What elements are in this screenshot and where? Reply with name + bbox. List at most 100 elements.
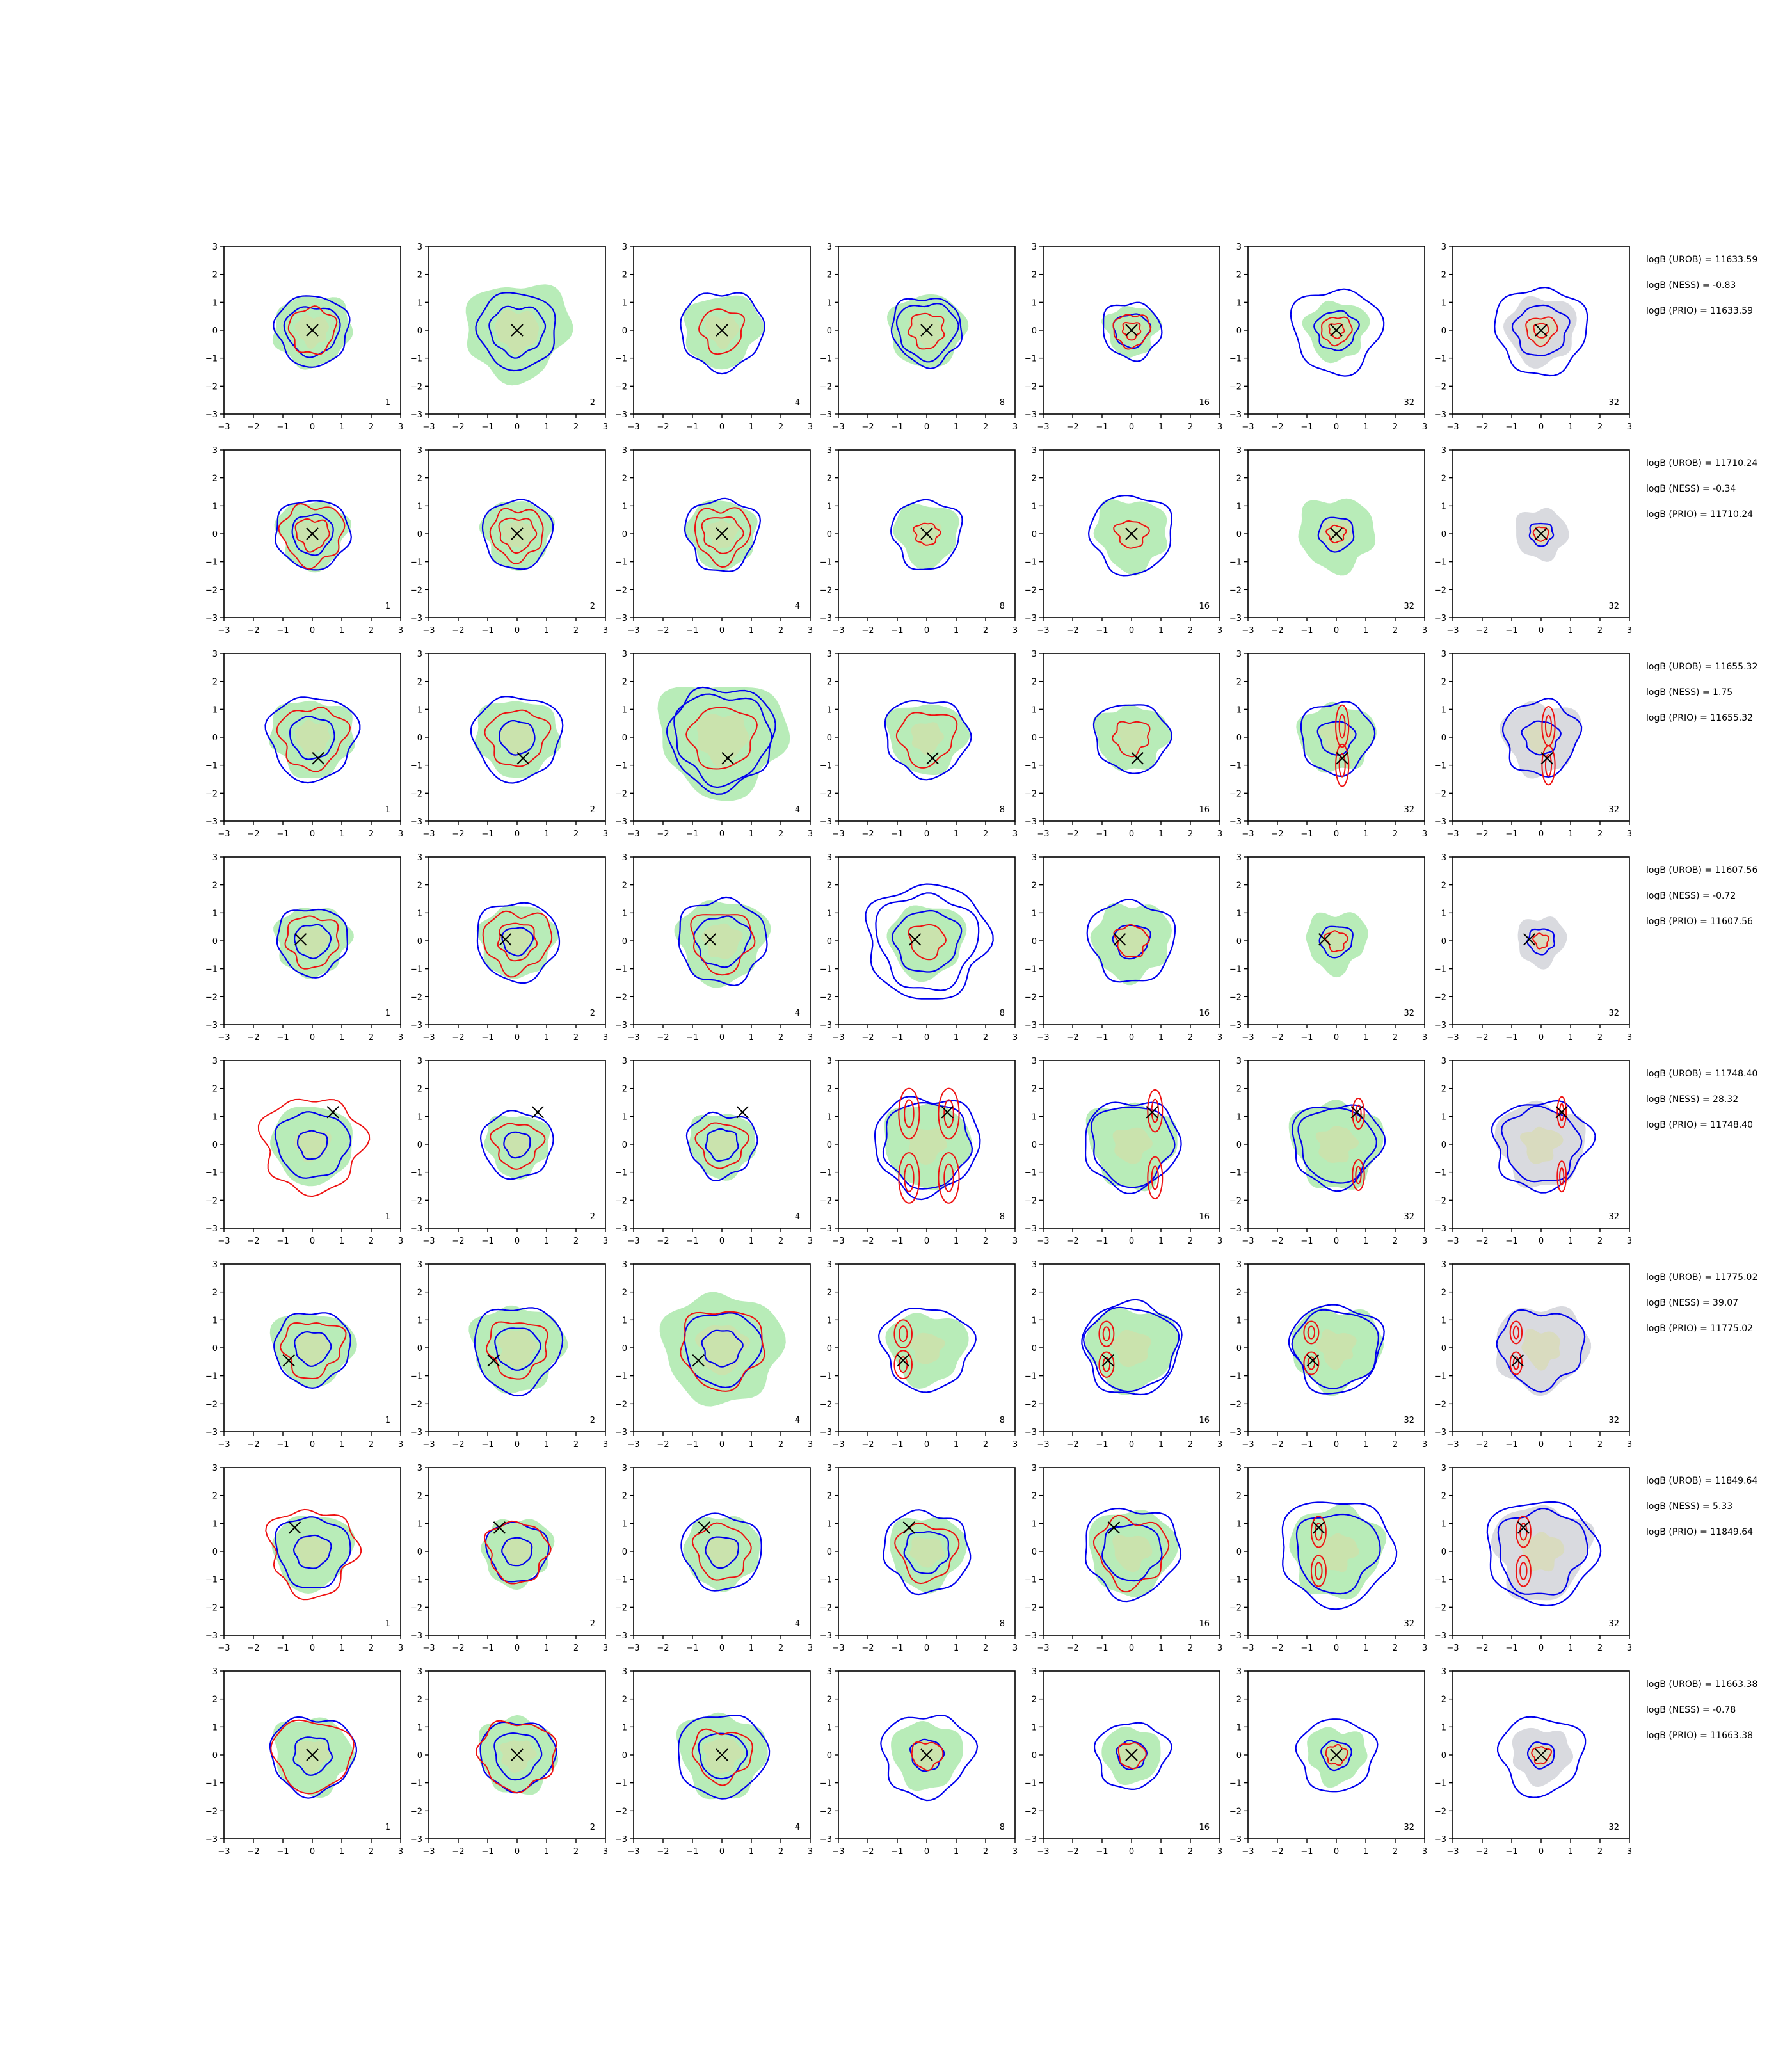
blue-contour	[494, 1327, 541, 1371]
red-contour	[698, 308, 746, 355]
truth-marker	[1330, 1748, 1343, 1761]
panel-r6-c5: −3 −2 −1 0 1 2 3 3 2 1 0 −1 −2 −3 16	[1025, 1260, 1222, 1450]
x-tick-label: 1	[749, 626, 754, 636]
x-tick-label: −2	[247, 1236, 259, 1246]
y-tick-label: −2	[615, 586, 627, 595]
y-tick-label: 1	[1032, 502, 1037, 511]
red-contour	[1324, 930, 1348, 952]
panel-r5-c1: −3 −2 −1 0 1 2 3 3 2 1 0 −1 −2 −3 1	[205, 1057, 403, 1246]
y-tick-label: 0	[1032, 326, 1037, 336]
x-tick-label: 3	[603, 1440, 608, 1450]
y-tick-label: −2	[1025, 1807, 1037, 1816]
panel-count-label: 16	[1199, 602, 1210, 611]
y-tick-label: 2	[1441, 1085, 1446, 1094]
x-tick-label: −3	[832, 1033, 844, 1043]
panel-count-label: 4	[795, 1009, 800, 1018]
x-tick-label: −1	[1300, 626, 1313, 636]
y-tick-label: −2	[410, 993, 422, 1002]
y-tick-label: −1	[1025, 1779, 1037, 1789]
y-tick-label: −3	[1229, 1428, 1242, 1437]
x-tick-label: −3	[1242, 1236, 1254, 1246]
y-tick-label: −3	[1229, 817, 1242, 827]
x-tick-label: −1	[1505, 1440, 1517, 1450]
x-tick-label: −2	[1066, 1236, 1078, 1246]
y-tick-label: 2	[417, 881, 422, 891]
truth-marker	[716, 324, 728, 337]
blue-contour	[1290, 288, 1385, 377]
y-tick-label: 2	[417, 678, 422, 687]
x-tick-label: 0	[1334, 422, 1339, 432]
truth-marker	[516, 752, 529, 765]
y-tick-label: −1	[410, 558, 422, 568]
y-tick-label: −3	[1025, 817, 1037, 827]
y-tick-label: 0	[1441, 733, 1446, 743]
x-tick-label: −1	[481, 1440, 493, 1450]
y-tick-label: −1	[1025, 965, 1037, 975]
truth-marker	[902, 1521, 916, 1534]
panel-r2-c4: −3 −2 −1 0 1 2 3 3 2 1 0 −1 −2 −3 8	[820, 446, 1018, 636]
y-tick-label: 3	[622, 1057, 627, 1066]
x-tick-label: 1	[544, 1236, 549, 1246]
y-tick-label: 3	[827, 1667, 832, 1677]
y-tick-label: −3	[1229, 1631, 1242, 1641]
y-tick-label: −3	[410, 1428, 422, 1437]
x-tick-label: 0	[924, 1236, 929, 1246]
x-tick-label: −3	[1037, 1847, 1049, 1857]
x-tick-label: 3	[1012, 1236, 1018, 1246]
red-contour	[680, 1311, 765, 1392]
y-tick-label: −1	[1434, 355, 1446, 364]
y-tick-label: −1	[1025, 1372, 1037, 1382]
x-tick-label: 2	[778, 1644, 783, 1653]
y-tick-label: −1	[410, 355, 422, 364]
red-contour	[1117, 1741, 1147, 1770]
y-tick-label: 3	[1032, 243, 1037, 252]
x-tick-label: −2	[452, 1440, 464, 1450]
blue-contour	[705, 1536, 740, 1569]
x-tick-label: 1	[339, 626, 344, 636]
panel-count-label: 8	[1000, 602, 1005, 611]
x-tick-label: −2	[452, 1644, 464, 1653]
x-tick-label: 0	[924, 1847, 929, 1857]
y-tick-label: 3	[212, 1057, 218, 1066]
panel-count-label: 8	[1000, 1416, 1005, 1425]
y-tick-label: −3	[820, 1835, 832, 1844]
x-tick-label: −1	[1096, 829, 1108, 839]
y-tick-label: 3	[622, 446, 627, 456]
x-tick-label: −2	[861, 1440, 874, 1450]
panel-count-label: 8	[1000, 1212, 1005, 1222]
x-tick-label: 0	[924, 829, 929, 839]
x-tick-label: −1	[1096, 1033, 1108, 1043]
x-tick-label: −1	[276, 1847, 289, 1857]
y-tick-label: 2	[1441, 678, 1446, 687]
y-tick-label: 2	[827, 271, 832, 280]
blue-contour	[276, 908, 349, 979]
x-tick-label: 1	[954, 626, 959, 636]
x-tick-label: 0	[1539, 626, 1544, 636]
y-tick-label: 2	[622, 1492, 627, 1501]
y-tick-label: −3	[205, 614, 218, 623]
panel-r4-c4: −3 −2 −1 0 1 2 3 3 2 1 0 −1 −2 −3 8	[820, 853, 1018, 1043]
blue-contour	[292, 1736, 333, 1776]
y-tick-label: −3	[820, 1428, 832, 1437]
y-tick-label: 2	[1032, 678, 1037, 687]
x-tick-label: 3	[603, 829, 608, 839]
panel-r1-c2: −3 −2 −1 0 1 2 3 3 2 1 0 −1 −2 −3 2	[410, 243, 608, 432]
panel-count-label: 2	[590, 398, 595, 408]
y-tick-label: 3	[1441, 1057, 1446, 1066]
x-tick-label: 3	[808, 1644, 813, 1653]
panel-count-label: 4	[795, 805, 800, 815]
x-tick-label: 3	[808, 1440, 813, 1450]
red-mode-contour	[893, 1350, 913, 1380]
red-mode-contour	[1098, 1351, 1115, 1378]
blue-contour	[503, 1131, 531, 1159]
density-core	[909, 316, 945, 349]
y-tick-label: 0	[1236, 733, 1242, 743]
x-tick-label: −3	[1242, 1440, 1254, 1450]
density-core	[1315, 1329, 1357, 1370]
x-tick-label: −3	[1446, 1847, 1459, 1857]
y-tick-label: −2	[615, 1603, 627, 1613]
